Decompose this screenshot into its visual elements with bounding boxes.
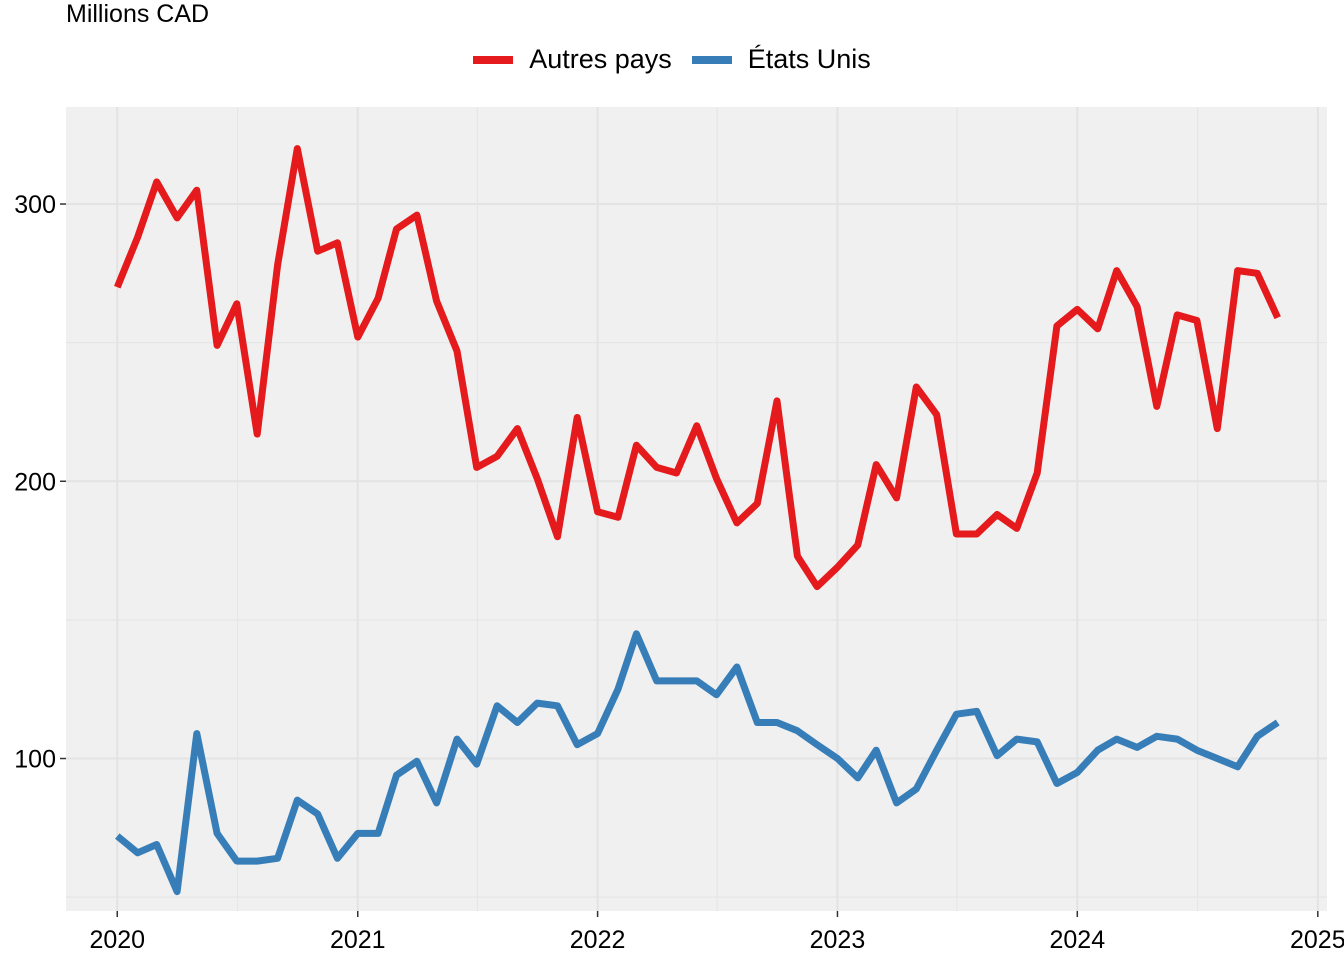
y-axis-title: Millions CAD (66, 0, 210, 28)
y-tick-label: 200 (14, 468, 56, 496)
y-tick-label: 100 (14, 746, 56, 774)
legend-swatch-etats-unis (691, 55, 732, 64)
x-tick-label: 2020 (89, 926, 145, 954)
series-line-1 (115, 630, 1280, 896)
plot-panel (66, 107, 1327, 911)
legend-label-etats-unis: États Unis (747, 44, 871, 74)
legend-swatch-autres-pays (473, 55, 514, 64)
x-tick-label: 2023 (810, 926, 866, 954)
legend-label-autres-pays: Autres pays (529, 44, 672, 74)
y-tick-label: 300 (14, 191, 56, 219)
legend-item-etats-unis: États Unis (691, 44, 871, 75)
x-tick-label: 2021 (330, 926, 386, 954)
x-tick-label: 2025 (1290, 926, 1344, 954)
legend-item-autres-pays: Autres pays (473, 44, 672, 75)
x-tick-label: 2024 (1049, 926, 1105, 954)
legend: Autres pays États Unis (0, 44, 1344, 75)
x-tick-label: 2022 (570, 926, 626, 954)
series-line-0 (114, 145, 1281, 591)
